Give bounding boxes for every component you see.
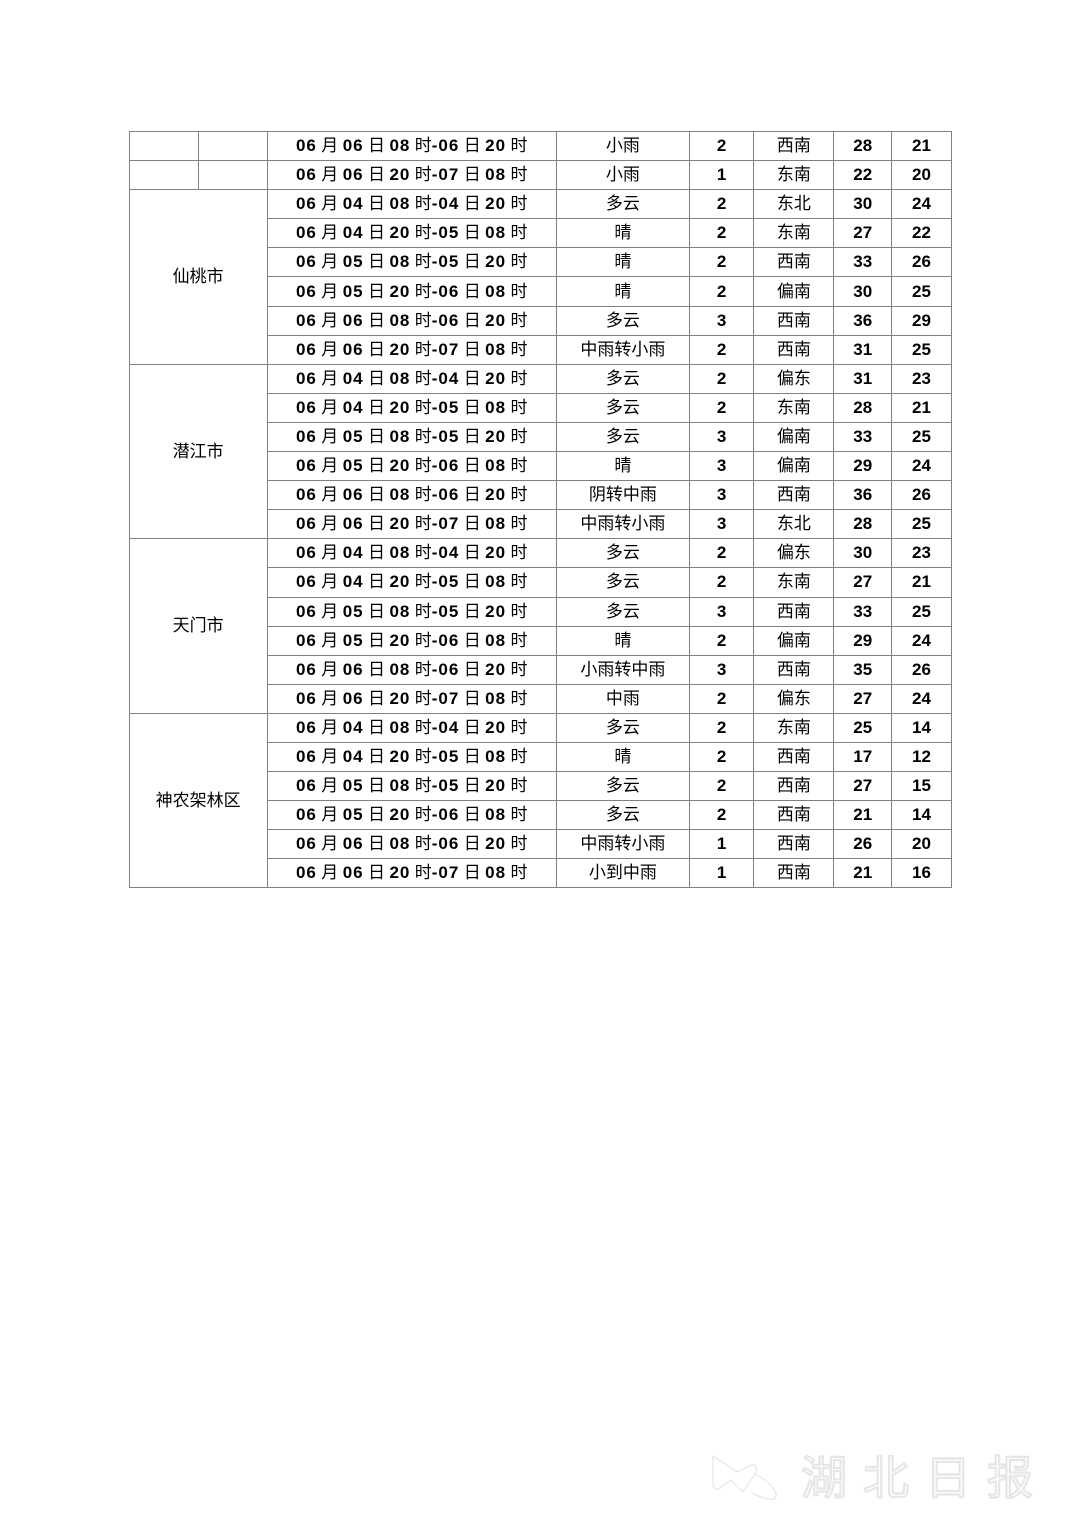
svg-text:湖北日报: 湖北日报: [801, 1452, 1049, 1504]
